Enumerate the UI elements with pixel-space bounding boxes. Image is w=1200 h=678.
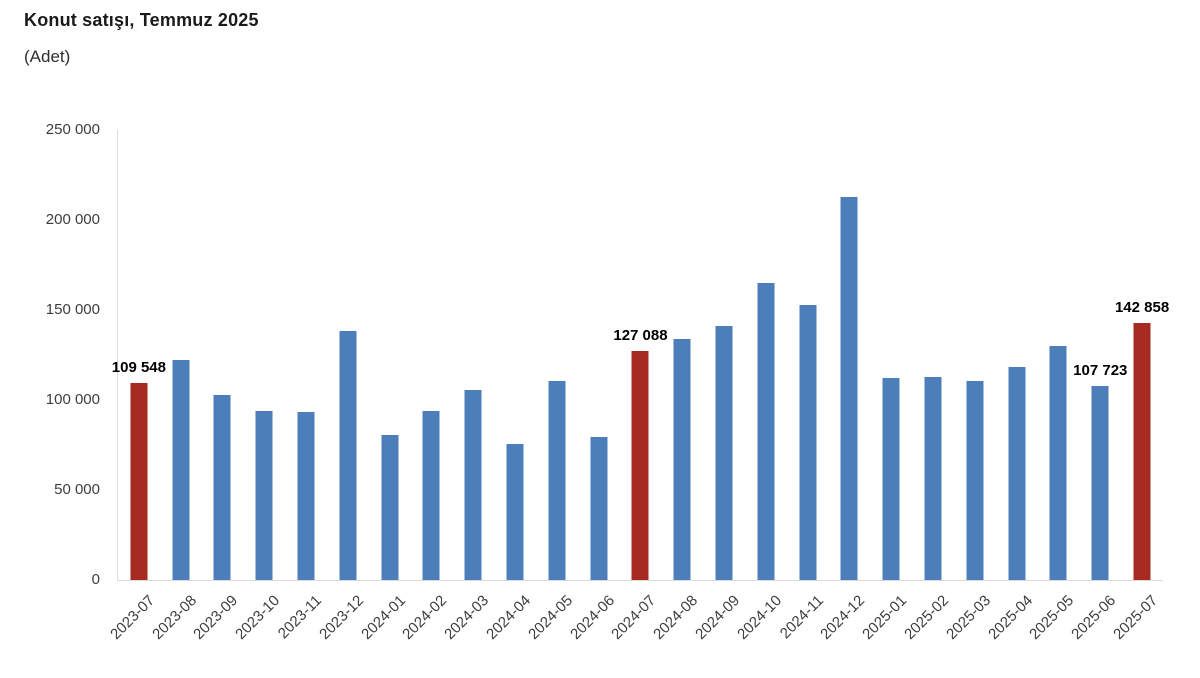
- x-tick-label: 2023-11: [274, 592, 326, 643]
- x-tick-label: 2025-03: [942, 592, 994, 643]
- x-tick-label: 2024-11: [776, 592, 827, 643]
- bar: [1091, 386, 1109, 580]
- bar-value-label: 109 548: [111, 358, 167, 376]
- chart-subtitle: (Adet): [24, 47, 71, 66]
- y-tick-label: 50 000: [54, 481, 100, 498]
- bar-slot: 2024-06: [567, 130, 620, 643]
- x-tick-label: 2023-10: [232, 592, 284, 643]
- bar: [715, 326, 733, 580]
- bar-slot: 2024-11: [777, 130, 829, 642]
- x-tick-label: 2024-09: [692, 592, 744, 643]
- bar: [882, 378, 900, 580]
- x-tick-label: 2024-10: [733, 592, 785, 643]
- bar-slot: 2025-03: [943, 130, 996, 643]
- bar: [297, 411, 315, 580]
- bar: [1008, 366, 1026, 580]
- bar-slot: 2023-10: [232, 130, 285, 643]
- bar: [422, 410, 440, 580]
- bar-slot: 2025-05: [1027, 130, 1080, 643]
- bar-slot: 2024-12: [818, 130, 871, 643]
- bar: [840, 197, 858, 580]
- x-tick-label: 2024-01: [357, 592, 409, 643]
- x-tick-label: 2024-08: [650, 592, 702, 643]
- x-tick-label: 2023-12: [315, 592, 367, 643]
- y-tick-label: 250 000: [45, 121, 100, 138]
- bar: [548, 380, 566, 580]
- bar: [506, 443, 524, 580]
- bar: [673, 338, 691, 580]
- bar-slot: 2024-03: [441, 130, 494, 643]
- bar-slot: 2024-04: [483, 130, 536, 643]
- bar: [213, 395, 231, 580]
- x-tick-label: 2025-02: [901, 592, 953, 643]
- bar-slot: 2024-01: [358, 130, 411, 643]
- chart-title: Konut satışı, Temmuz 2025: [24, 10, 259, 30]
- bar: [757, 282, 775, 580]
- x-tick-label: 2023-08: [148, 592, 200, 643]
- bar-slot: 2023-11: [275, 130, 327, 642]
- bar-slot: 127 088 2024-07: [609, 130, 668, 643]
- bar: [924, 376, 942, 580]
- bar: [172, 360, 190, 580]
- bar-slot: 2025-01: [859, 130, 912, 643]
- x-tick-label: 2024-12: [817, 592, 869, 643]
- bar-value-label: 127 088: [613, 327, 668, 345]
- y-tick-label: 150 000: [45, 301, 100, 318]
- plot-area: 109 548 2023-07 2023-08 2023-09 2023-10 2023-…: [107, 130, 1169, 643]
- y-tick-label: 200 000: [45, 211, 100, 228]
- bar-highlighted: [631, 351, 649, 580]
- bar-slot: 2023-12: [316, 130, 369, 643]
- y-tick-label: 0: [91, 571, 100, 588]
- bar-slot: 2025-02: [901, 130, 954, 643]
- bar-value-label: 142 858: [1114, 298, 1170, 316]
- x-tick-label: 2024-06: [566, 592, 618, 643]
- bar: [464, 390, 482, 580]
- x-tick-label: 2024-02: [399, 592, 451, 643]
- bar-slot: 2024-02: [400, 130, 453, 643]
- bar: [1049, 345, 1067, 580]
- bar-slot: 2024-05: [525, 130, 578, 643]
- x-tick-label: 2024-05: [524, 592, 576, 643]
- bar-slot: 2025-04: [985, 130, 1038, 643]
- bar-value-label: 107 723: [1073, 362, 1128, 380]
- bar-slot: 142 858 2025-07: [1110, 130, 1169, 643]
- bar-slot: 2024-08: [650, 130, 703, 643]
- bar: [339, 330, 357, 580]
- bar: [255, 411, 273, 580]
- x-tick-label: 2025-07: [1110, 592, 1162, 643]
- bar-slot: 2023-09: [191, 130, 244, 643]
- bar: [966, 380, 984, 580]
- x-tick-label: 2025-05: [1026, 592, 1078, 643]
- bar: [590, 437, 608, 580]
- x-tick-label: 2024-03: [441, 592, 493, 643]
- x-tick-label: 2025-01: [859, 592, 911, 643]
- x-tick-label: 2024-04: [483, 592, 535, 643]
- bar-slot: 2024-09: [692, 130, 745, 643]
- bar-highlighted: [130, 382, 148, 580]
- bar-slot: 2024-10: [734, 130, 787, 643]
- x-tick-label: 2023-09: [190, 592, 242, 643]
- bar-slot: 109 548 2023-07: [107, 130, 166, 643]
- y-tick-label: 100 000: [45, 391, 100, 408]
- bar-highlighted: [1133, 322, 1151, 580]
- x-tick-label: 2025-04: [984, 592, 1036, 643]
- x-tick-label: 2025-06: [1068, 592, 1120, 643]
- x-tick-label: 2024-07: [608, 592, 660, 643]
- bar-slot: 107 723 2025-06: [1068, 130, 1127, 643]
- bar-slot: 2023-08: [149, 130, 202, 643]
- x-tick-label: 2023-07: [106, 592, 158, 643]
- bar: [799, 304, 817, 580]
- bar: [381, 435, 399, 580]
